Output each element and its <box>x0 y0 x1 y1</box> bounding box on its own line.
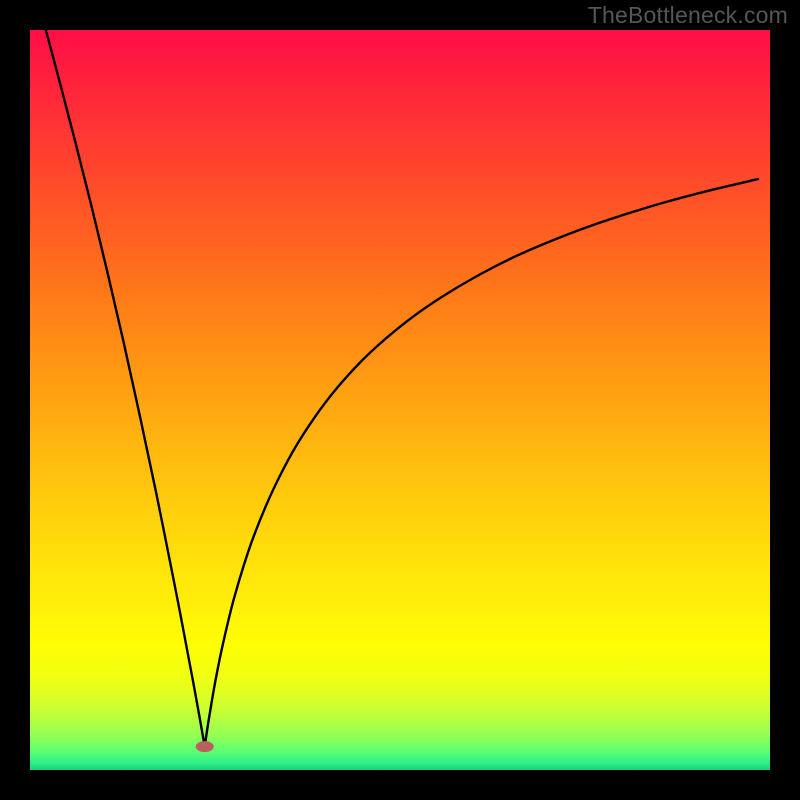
watermark-text: TheBottleneck.com <box>588 2 788 29</box>
bottleneck-marker <box>196 741 214 752</box>
bottleneck-chart <box>0 0 800 800</box>
gradient-background <box>30 30 770 770</box>
chart-container: TheBottleneck.com <box>0 0 800 800</box>
